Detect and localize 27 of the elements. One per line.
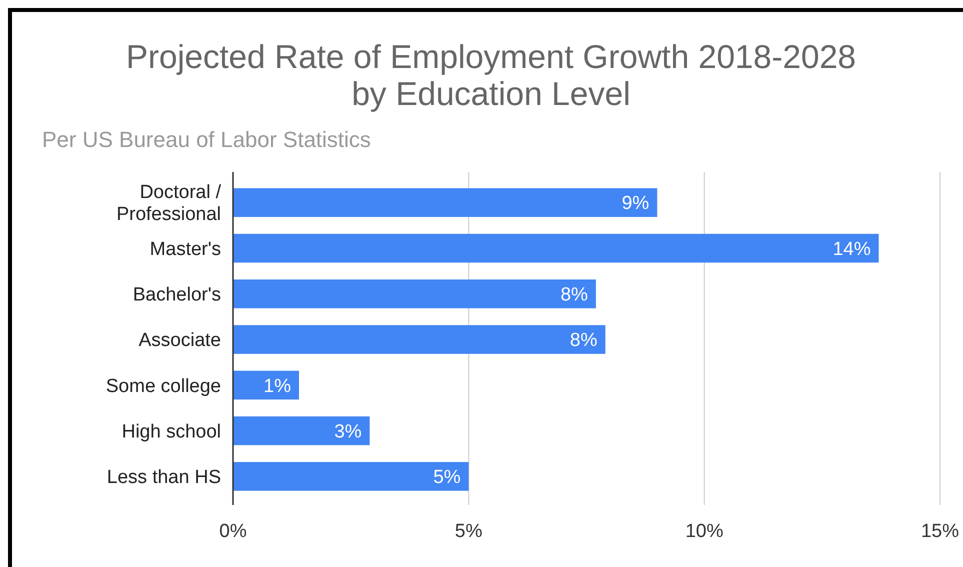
x-tick-label: 5%: [454, 521, 482, 542]
x-tick-label: 0%: [219, 521, 247, 542]
bar: [233, 234, 879, 263]
bar: [233, 462, 469, 491]
y-tick-label: Doctoral / Professional: [116, 182, 222, 226]
bar: [233, 279, 596, 308]
x-tick-label: 15%: [920, 521, 960, 542]
data-label: 8%: [570, 330, 598, 352]
bar: [233, 325, 606, 354]
data-label: 1%: [264, 376, 292, 397]
bar: [233, 370, 299, 400]
chart-title: Projected Rate of Employment Growth 2018-2028 by Education Level: [126, 38, 856, 112]
y-tick-label: High school: [122, 421, 221, 442]
chart-subtitle: Per US Bureau of Labor Statistics: [42, 127, 371, 152]
y-tick-label: Some college: [106, 376, 221, 397]
data-label: 9%: [622, 193, 650, 214]
y-tick-label: Master's: [150, 238, 221, 260]
y-tick-label: Less than HS: [106, 467, 221, 488]
y-tick-label: Associate: [138, 330, 221, 352]
y-tick-label: Bachelor's: [132, 284, 221, 306]
data-label: 5%: [433, 467, 461, 488]
data-label: 14%: [832, 238, 871, 260]
bar: [233, 188, 658, 217]
data-label: 8%: [560, 284, 588, 306]
x-tick-label: 10%: [685, 521, 724, 542]
bar: [233, 416, 370, 446]
data-label: 3%: [334, 421, 362, 442]
